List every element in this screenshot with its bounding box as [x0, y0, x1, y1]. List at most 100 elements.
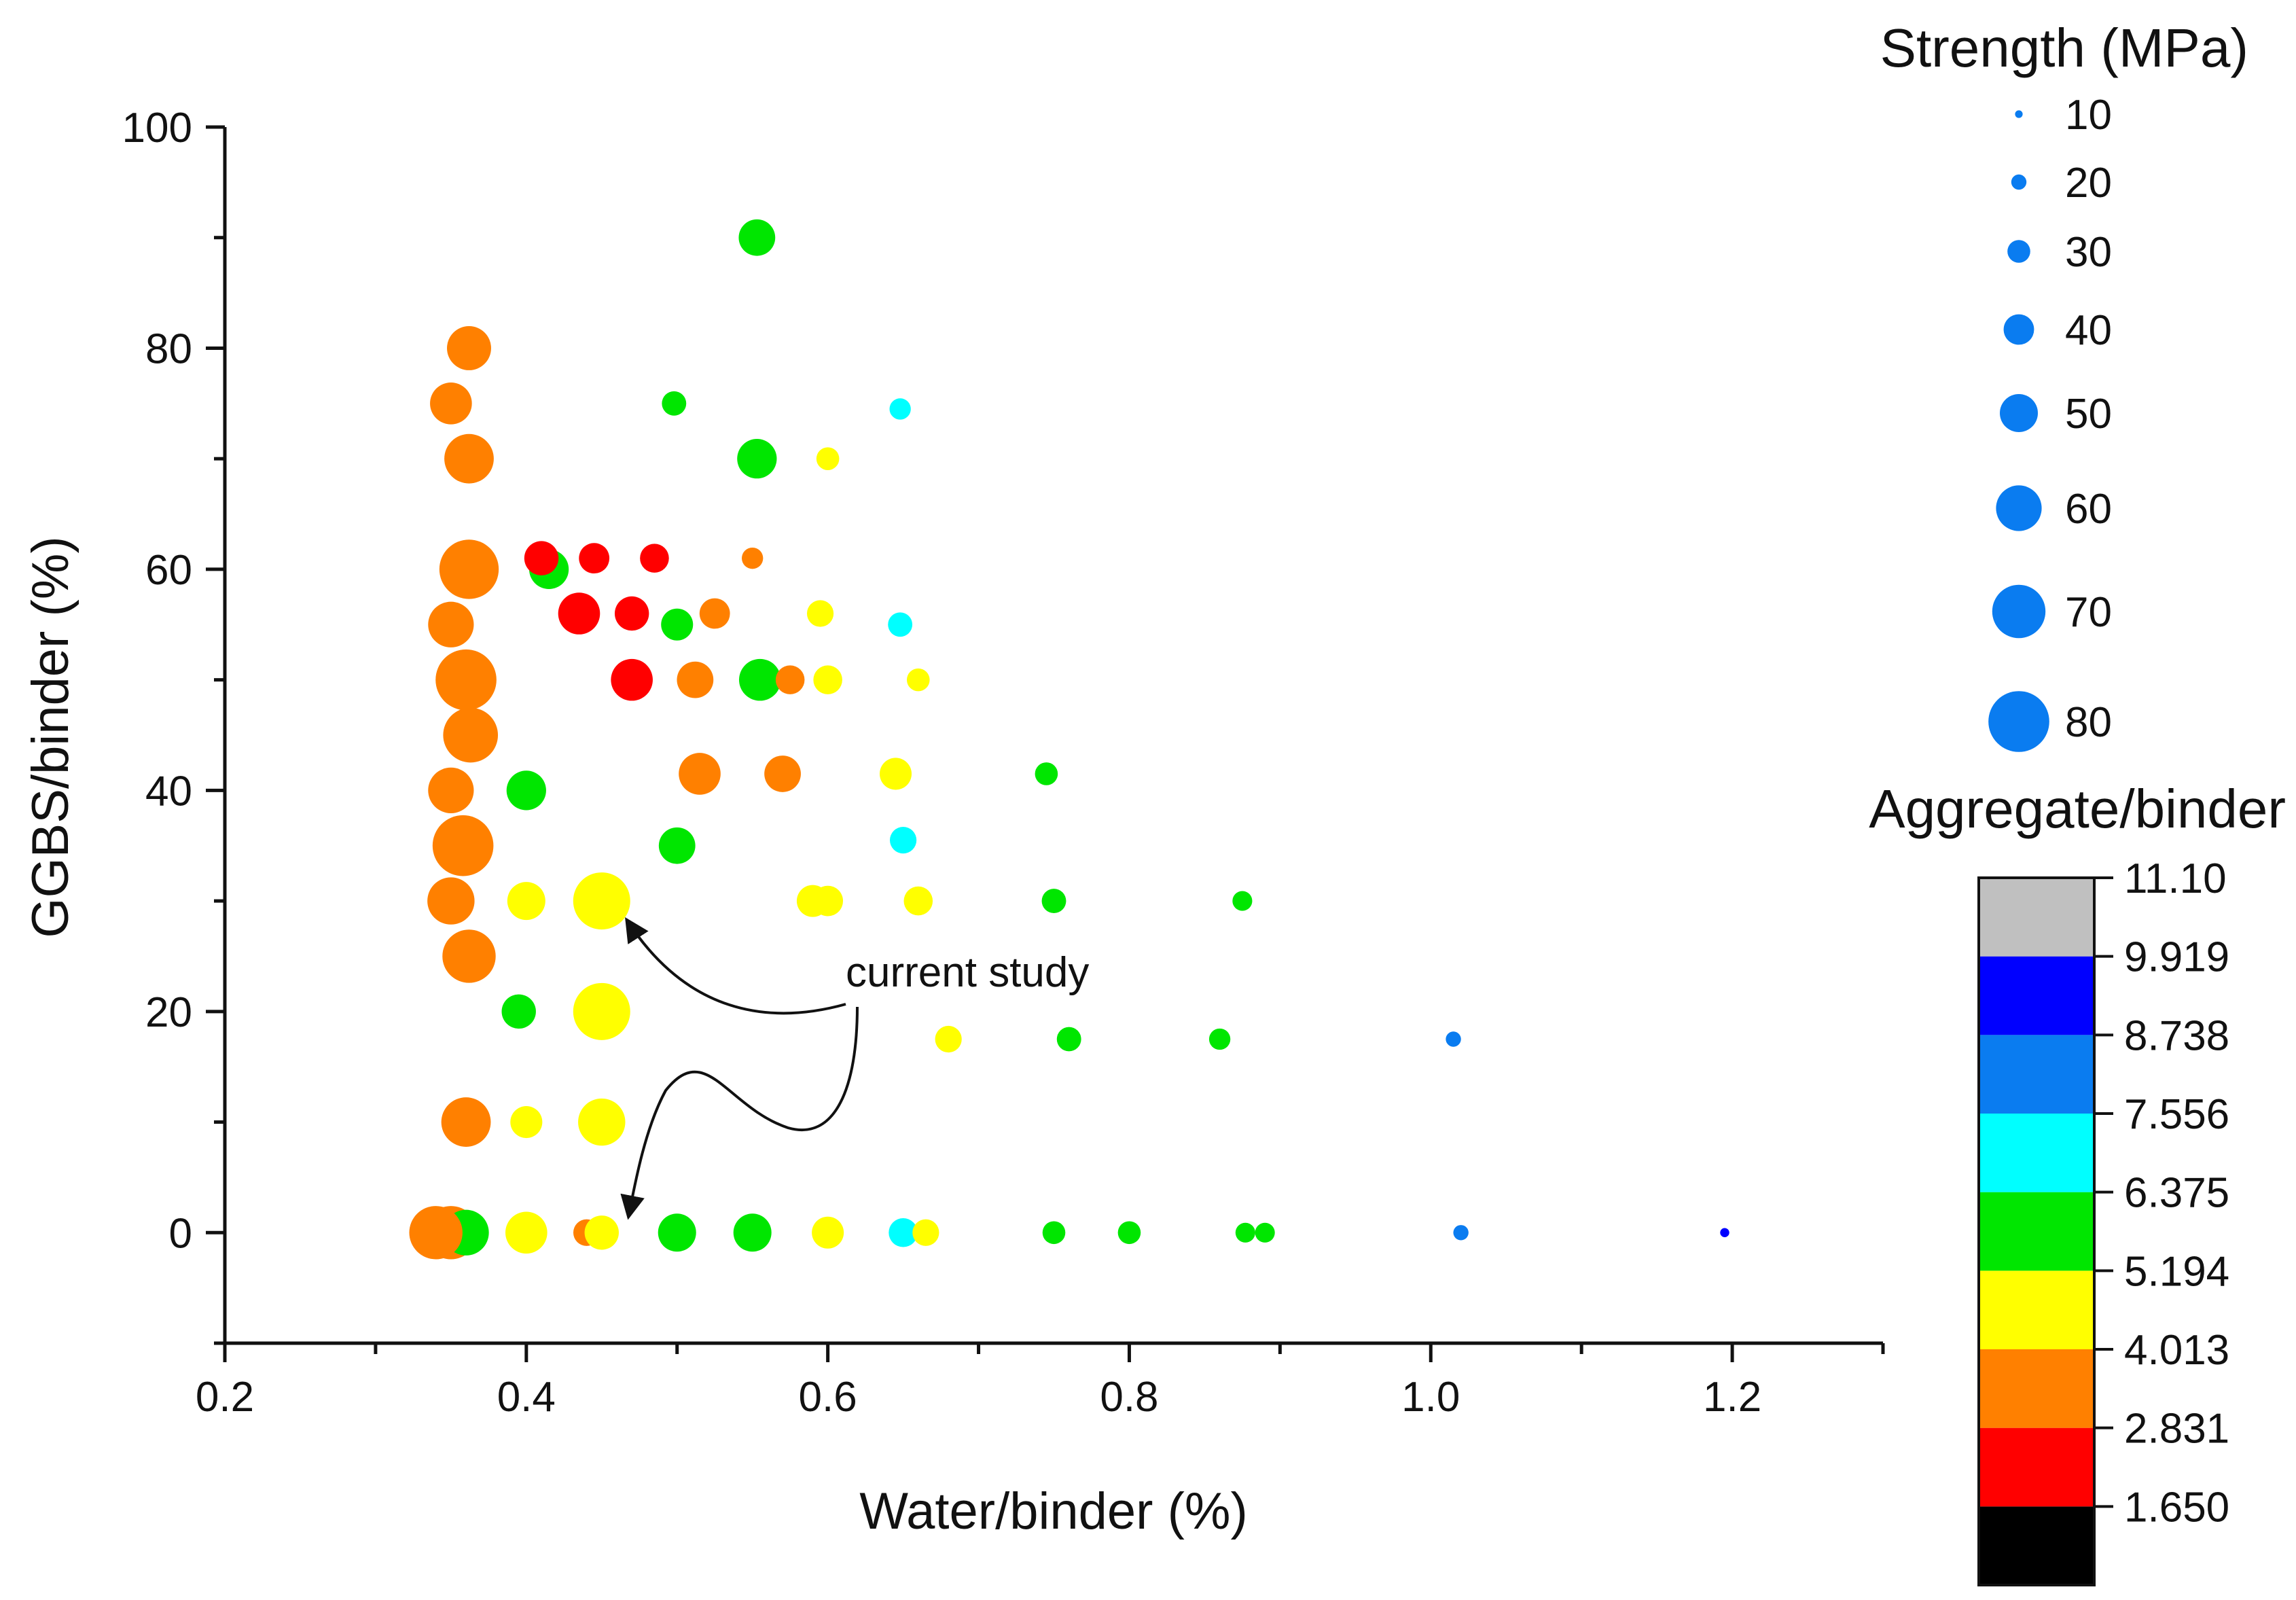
- data-point: [442, 929, 496, 983]
- data-point: [699, 598, 730, 629]
- data-point: [813, 665, 842, 694]
- data-point: [439, 539, 499, 599]
- data-point: [510, 1106, 543, 1139]
- data-point: [501, 994, 536, 1029]
- color-scale-band: [1979, 1035, 2094, 1114]
- size-legend-label: 30: [2065, 229, 2112, 276]
- size-legend-marker: [1988, 691, 2049, 752]
- x-tick-label: 0.2: [196, 1374, 254, 1421]
- x-tick-label: 0.8: [1100, 1374, 1158, 1421]
- color-scale-label: 7.556: [2124, 1091, 2229, 1138]
- size-legend-marker: [2007, 240, 2030, 263]
- color-scale-label: 6.375: [2124, 1170, 2229, 1217]
- size-legend-label: 70: [2065, 589, 2112, 636]
- data-point: [1446, 1031, 1461, 1047]
- data-point: [889, 398, 911, 420]
- data-point: [658, 1213, 696, 1252]
- data-point: [1232, 891, 1253, 911]
- data-point: [427, 877, 475, 925]
- data-point: [806, 600, 834, 627]
- data-point: [764, 755, 801, 792]
- color-scale-label: 2.831: [2124, 1406, 2229, 1453]
- data-point: [1056, 1027, 1081, 1052]
- data-point: [816, 447, 840, 470]
- data-point: [889, 826, 917, 854]
- data-point: [640, 544, 669, 573]
- data-point: [578, 1098, 626, 1146]
- y-axis-title: GGBS/binder (%): [22, 536, 79, 938]
- size-legend-marker: [2015, 110, 2023, 118]
- y-tick-label: 40: [145, 768, 192, 815]
- data-point: [1208, 1028, 1231, 1050]
- size-legend-marker: [2000, 394, 2038, 432]
- data-point: [662, 391, 687, 416]
- data-point: [906, 668, 930, 692]
- data-point: [677, 661, 714, 698]
- data-point: [1117, 1221, 1141, 1245]
- color-scale-title: Aggregate/binder: [1869, 779, 2286, 839]
- data-point: [444, 433, 494, 484]
- data-point: [447, 325, 491, 370]
- size-legend-label: 80: [2065, 699, 2112, 746]
- size-legend-label: 40: [2065, 307, 2112, 354]
- data-point: [737, 439, 777, 479]
- data-point: [1720, 1228, 1729, 1237]
- data-point: [879, 758, 912, 790]
- data-point: [888, 612, 913, 637]
- color-scale-band: [1979, 1192, 2094, 1271]
- data-point: [435, 649, 497, 711]
- data-point: [658, 827, 696, 864]
- size-legend-marker: [1996, 485, 2042, 531]
- color-scale-label: 8.738: [2124, 1012, 2229, 1059]
- data-point: [935, 1025, 962, 1053]
- color-scale-band: [1979, 1427, 2094, 1507]
- color-scale-band: [1979, 1114, 2094, 1192]
- data-point: [812, 1216, 844, 1249]
- data-point: [889, 1217, 918, 1247]
- color-scale-band: [1979, 956, 2094, 1035]
- x-tick-label: 1.2: [1703, 1374, 1761, 1421]
- data-point: [428, 767, 474, 813]
- data-point: [775, 665, 805, 694]
- data-point: [430, 383, 472, 425]
- data-point: [733, 1213, 772, 1252]
- y-tick-label: 100: [122, 105, 192, 152]
- data-point: [558, 592, 600, 635]
- data-point: [573, 872, 630, 930]
- data-point: [742, 547, 764, 569]
- data-point: [738, 219, 776, 256]
- size-legend-marker: [2011, 174, 2027, 190]
- size-legend-label: 20: [2065, 160, 2112, 207]
- x-tick-label: 0.6: [799, 1374, 857, 1421]
- data-point: [506, 770, 546, 811]
- color-scale-border: [1977, 876, 2096, 1586]
- annotation-text: current study: [846, 949, 1089, 996]
- data-point: [812, 885, 844, 917]
- data-point: [432, 815, 494, 876]
- x-tick-label: 1.0: [1401, 1374, 1460, 1421]
- y-tick-label: 20: [145, 989, 192, 1036]
- data-point: [505, 1211, 548, 1254]
- data-point: [1041, 889, 1066, 914]
- axis-ticks: 0.2 0.4 0.6 0.8 1.0 1.2 0 20 40 60 80 100: [122, 105, 1885, 1421]
- size-legend-label: 10: [2065, 92, 2112, 139]
- data-point: [579, 543, 610, 574]
- data-point: [903, 886, 933, 916]
- data-point: [614, 596, 649, 631]
- data-point: [428, 601, 474, 647]
- size-legend-marker: [1992, 584, 2046, 639]
- y-tick-label: 60: [145, 547, 192, 594]
- size-legend-label: 60: [2065, 486, 2112, 533]
- size-legend-label: 50: [2065, 391, 2112, 438]
- y-tick-label: 80: [145, 325, 192, 372]
- data-point: [1255, 1222, 1275, 1243]
- data-point: [661, 608, 694, 641]
- color-scale: 1.650 2.831 4.013 5.194 6.375 7.556 8.738 9.919…: [1977, 855, 2229, 1586]
- color-scale-label: 5.194: [2124, 1248, 2229, 1295]
- color-scale-label: 11.10: [2124, 855, 2227, 902]
- data-point: [507, 882, 545, 921]
- data-point: [443, 707, 499, 763]
- data-point: [1235, 1222, 1255, 1243]
- color-scale-band: [1979, 1506, 2094, 1585]
